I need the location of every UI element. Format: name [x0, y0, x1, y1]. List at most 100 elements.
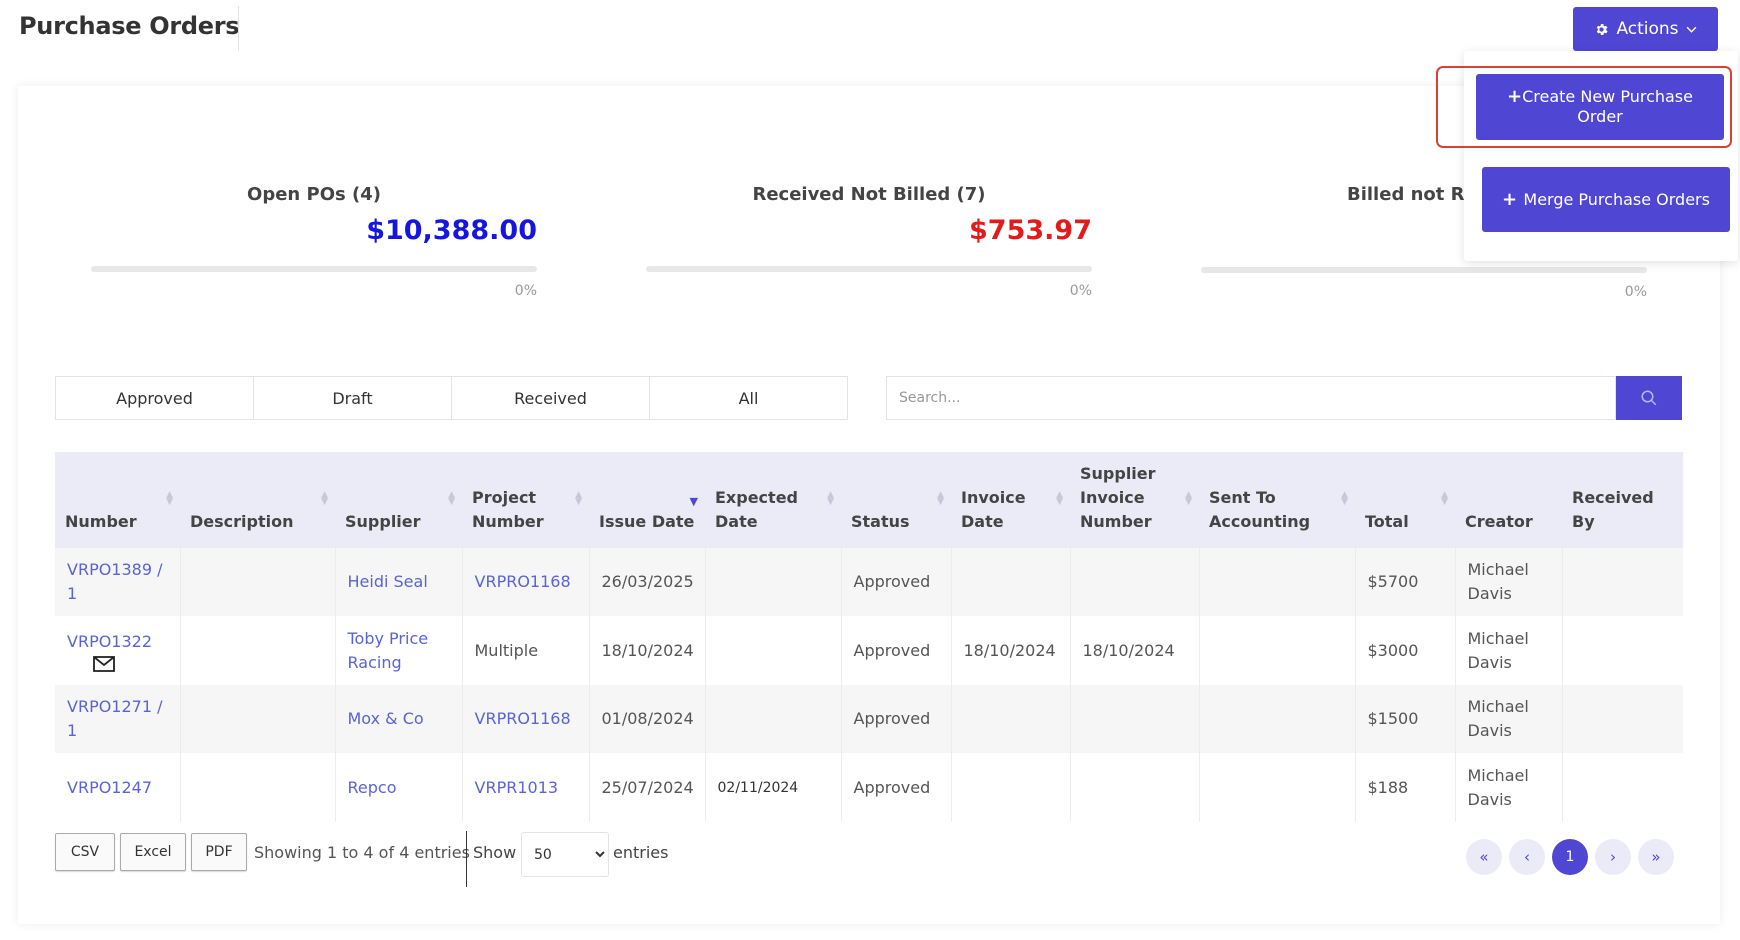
column-header[interactable]: Supplier Invoice Number ▲ ▼: [1070, 452, 1199, 548]
tab-all[interactable]: All: [738, 388, 759, 408]
status-cell-text: Approved: [853, 709, 931, 728]
status-cell: Approved: [840, 685, 951, 753]
project-number-cell-link[interactable]: VRPRO1168: [474, 709, 571, 728]
project-number-cell: Multiple: [461, 616, 589, 685]
project-number-cell[interactable]: VRPRO1168: [461, 685, 589, 753]
status-cell-text: Approved: [853, 777, 931, 797]
description-cell: [179, 616, 335, 685]
project-number-cell-link[interactable]: VRPR1013: [474, 777, 559, 797]
next-page-button[interactable]: ›: [1595, 839, 1631, 875]
supplier-cell[interactable]: Mox & Co: [334, 685, 462, 753]
issue-date-cell-text: 25/07/2024: [601, 777, 694, 797]
po-number[interactable]: VRPO1247: [55, 753, 180, 822]
supplier-cell-link[interactable]: Repco: [347, 777, 397, 797]
creator-cell-text: Michael Davis: [1467, 628, 1529, 672]
column-header-label: Invoice Date: [961, 488, 1026, 531]
merge-purchase-orders-button[interactable]: + Merge Purchase Orders: [1482, 167, 1730, 232]
export-csv-button[interactable]: CSV: [55, 833, 115, 871]
stat-label: Open POs (4): [247, 184, 381, 205]
column-header[interactable]: Total ▲ ▼: [1355, 452, 1455, 548]
search-input[interactable]: [886, 376, 1616, 420]
page-length-select[interactable]: 50: [521, 832, 609, 877]
tab-draft[interactable]: Draft: [254, 377, 452, 419]
received-by-cell: [1561, 616, 1683, 685]
creator-cell-text: Michael Davis: [1467, 560, 1529, 603]
column-header[interactable]: Number ▲ ▼: [55, 452, 180, 548]
table-row: VRPO1247 Repco VRPR1013 25/07/2024 02/11/202…: [55, 753, 1683, 822]
column-header[interactable]: Status ▲ ▼: [841, 452, 951, 548]
supplier-cell-link[interactable]: Toby Price Racing: [347, 628, 429, 672]
stat-value: $10,388.00: [366, 215, 537, 246]
column-header-label: Total: [1365, 512, 1409, 531]
last-page-button[interactable]: »: [1638, 839, 1674, 875]
project-number-cell[interactable]: VRPR1013: [461, 753, 589, 822]
stat-value: $753.97: [969, 215, 1092, 246]
supplier-cell[interactable]: Toby Price Racing: [334, 616, 462, 685]
received-by-cell: [1561, 548, 1683, 616]
actions-button[interactable]: Actions: [1573, 7, 1718, 51]
sent-to-accounting-cell: [1198, 685, 1355, 753]
project-number-cell-link[interactable]: VRPRO1168: [474, 572, 571, 591]
status-cell: Approved: [840, 548, 951, 616]
column-header[interactable]: Project Number ▲ ▼: [462, 452, 589, 548]
issue-date-cell-text: 18/10/2024: [601, 640, 694, 660]
table-row: VRPO1271 / 1 Mox & Co VRPRO1168 01/08/2024 A…: [55, 685, 1683, 753]
po-number-link[interactable]: VRPO1247: [67, 777, 153, 797]
column-header[interactable]: Invoice Date ▲ ▼: [951, 452, 1070, 548]
table-row: VRPO1322 Toby Price Racing Multiple 18/10/2…: [55, 616, 1683, 685]
supplier-invoice-cell: [1069, 753, 1199, 822]
search-icon: [1641, 390, 1657, 406]
previous-page-button[interactable]: ‹: [1509, 839, 1545, 875]
po-number[interactable]: VRPO1389 / 1: [55, 548, 180, 616]
first-page-button[interactable]: «: [1466, 839, 1502, 875]
supplier-cell-link[interactable]: Mox & Co: [347, 709, 424, 728]
issue-date-cell: 01/08/2024: [588, 685, 705, 753]
stat-received-not-billed: Received Not Billed (7) $753.97 0%: [646, 184, 1092, 299]
po-number-link[interactable]: VRPO1389 / 1: [67, 560, 163, 603]
sort-icon: ▲ ▼: [827, 490, 834, 507]
sort-icon: ▲ ▼: [937, 490, 944, 507]
export-excel-button[interactable]: Excel: [120, 833, 186, 871]
po-number[interactable]: VRPO1271 / 1: [55, 685, 180, 753]
page-1-button[interactable]: 1: [1552, 839, 1588, 875]
column-header-label: Number: [65, 512, 137, 531]
envelope-icon[interactable]: [93, 655, 115, 672]
divider: [466, 831, 467, 887]
title-divider: [238, 6, 239, 51]
po-number-link[interactable]: VRPO1322: [67, 631, 153, 651]
export-pdf-button[interactable]: PDF: [191, 833, 247, 871]
search-button[interactable]: [1616, 376, 1682, 420]
tab-approved[interactable]: Approved: [56, 377, 254, 419]
creator-cell: Michael Davis: [1454, 685, 1562, 753]
total-cell-text: $188: [1367, 777, 1409, 797]
creator-cell-text: Michael Davis: [1467, 697, 1529, 740]
total-cell-text: $1500: [1367, 709, 1419, 728]
issue-date-cell: 25/07/2024: [588, 753, 705, 822]
progress-percent: 0%: [514, 283, 537, 299]
invoice-date-cell-text: 18/10/2024: [963, 640, 1056, 660]
invoice-date-cell: [950, 685, 1070, 753]
column-header[interactable]: Description ▲ ▼: [180, 452, 335, 548]
sent-to-accounting-cell: [1198, 548, 1355, 616]
supplier-invoice-cell: [1069, 548, 1199, 616]
column-header[interactable]: Supplier ▲ ▼: [335, 452, 462, 548]
po-number[interactable]: VRPO1322: [55, 616, 180, 685]
project-number-cell[interactable]: VRPRO1168: [461, 548, 589, 616]
status-tabs: Approved Draft Received All: [55, 376, 848, 420]
supplier-cell-link[interactable]: Heidi Seal: [347, 572, 428, 591]
creator-cell-text: Michael Davis: [1467, 765, 1529, 809]
supplier-cell[interactable]: Heidi Seal: [334, 548, 462, 616]
column-header[interactable]: Sent To Accounting ▲ ▼: [1199, 452, 1355, 548]
create-new-purchase-order-button[interactable]: +Create New Purchase Order: [1476, 74, 1724, 140]
status-cell: Approved: [840, 616, 951, 685]
po-number-link[interactable]: VRPO1271 / 1: [67, 697, 163, 740]
table-info: Showing 1 to 4 of 4 entries: [254, 843, 470, 862]
tab-received[interactable]: Received: [452, 377, 650, 419]
column-header[interactable]: Issue Date ▼: [589, 452, 705, 548]
total-cell-text: $5700: [1367, 572, 1419, 591]
table-header-row: Number ▲ ▼ Description ▲ ▼ Supplier ▲ ▼ Project N…: [55, 452, 1683, 548]
supplier-cell[interactable]: Repco: [334, 753, 462, 822]
status-cell: Approved: [840, 753, 951, 822]
column-header[interactable]: Expected Date ▲ ▼: [705, 452, 841, 548]
description-cell: [179, 548, 335, 616]
